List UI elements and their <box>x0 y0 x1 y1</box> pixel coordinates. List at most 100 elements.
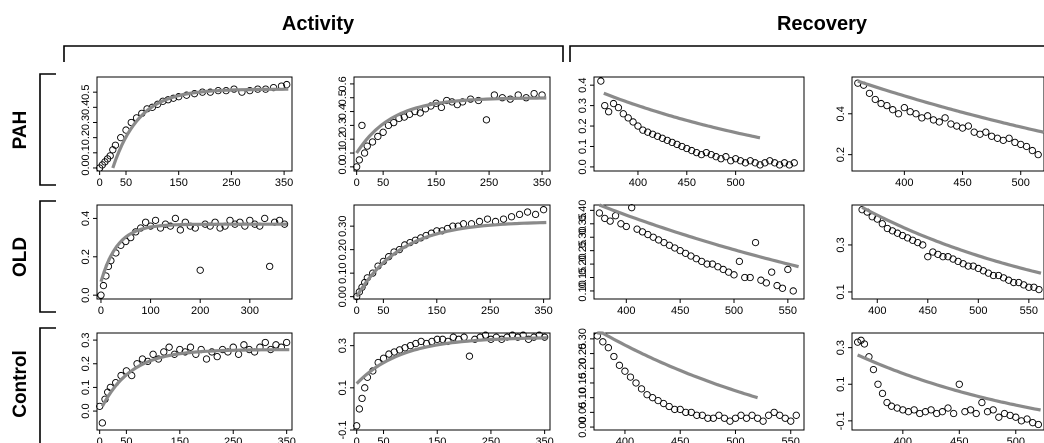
data-point <box>964 262 972 270</box>
panel-control-activity-2: 0 50 150 250 350 -0.1 0.1 0.3 <box>337 331 554 443</box>
data-point <box>919 241 927 249</box>
plot-frame <box>593 204 805 300</box>
x-tick-label: 400 <box>895 177 913 189</box>
x-tick-label: 50 <box>377 177 389 189</box>
plot-frame <box>96 332 293 431</box>
data-point <box>955 380 963 388</box>
y-tick-label: 0.25 <box>577 240 589 261</box>
data-point <box>785 161 793 169</box>
x-tick-label: 0 <box>97 436 103 443</box>
data-point <box>966 406 975 414</box>
fit-curve <box>355 96 547 154</box>
data-point <box>759 417 767 425</box>
y-tick-label: 0.5 <box>80 85 92 100</box>
data-point <box>523 208 532 216</box>
data-point <box>869 365 878 374</box>
y-tick-label: 0.00 <box>577 416 589 437</box>
y-tick-label: 0.3 <box>835 237 847 252</box>
data-point <box>141 218 150 226</box>
data-point <box>539 206 548 214</box>
y-tick-label: -0.1 <box>337 421 349 440</box>
data-point <box>910 406 918 414</box>
data-point <box>792 411 800 419</box>
data-point <box>883 398 891 407</box>
data-point <box>726 417 734 425</box>
fit-curve <box>598 203 800 269</box>
plot-frame <box>851 204 1044 300</box>
panel-control-recovery-4: 400 450 500 -0.1 0.1 0.3 <box>835 332 1044 443</box>
data-point <box>1035 285 1043 294</box>
data-point <box>111 141 120 149</box>
x-tick-label: 50 <box>377 305 389 317</box>
x-tick-label: 500 <box>1007 436 1025 443</box>
data-point <box>753 414 762 422</box>
data-point <box>240 341 248 349</box>
x-tick-label: 250 <box>224 436 242 443</box>
y-tick-label: 0.1 <box>80 145 92 160</box>
y-tick-label: 0.2 <box>80 356 92 371</box>
data-point <box>353 422 361 430</box>
y-tick-label: 0.15 <box>577 267 589 288</box>
data-point <box>261 214 269 223</box>
data-point <box>530 89 538 98</box>
x-tick-label: 50 <box>120 177 132 189</box>
x-tick-label: 100 <box>141 305 159 317</box>
data-point <box>1028 146 1037 155</box>
x-tick-label: 0 <box>97 177 103 189</box>
data-point <box>465 352 474 360</box>
data-point <box>941 114 949 122</box>
data-point <box>483 215 492 223</box>
plot-frame <box>593 76 805 172</box>
data-point <box>639 126 647 134</box>
x-tick-label: 450 <box>671 305 689 317</box>
x-tick-label: 400 <box>868 305 886 317</box>
data-point <box>776 411 784 419</box>
data-point <box>632 379 640 387</box>
data-point <box>379 128 387 136</box>
data-point <box>709 414 718 422</box>
y-tick-label: 0.1 <box>337 145 349 160</box>
y-tick-label: 0.1 <box>835 377 847 392</box>
data-point <box>878 389 887 398</box>
x-tick-label: 350 <box>277 436 295 443</box>
data-point <box>355 156 363 164</box>
data-point <box>106 152 114 160</box>
y-tick-label: 0.25 <box>577 343 589 364</box>
y-tick-label: 0.3 <box>577 98 589 113</box>
x-tick-label: 500 <box>1012 177 1030 189</box>
x-tick-label: 150 <box>427 177 445 189</box>
data-point <box>644 128 652 136</box>
x-tick-label: 250 <box>480 177 498 189</box>
data-point <box>1022 142 1031 151</box>
x-tick-label: 50 <box>120 436 132 443</box>
y-tick-label: 0.2 <box>835 147 847 162</box>
y-tick-label: 0.30 <box>577 328 589 349</box>
plot-frame <box>96 76 293 172</box>
data-point <box>1010 278 1018 287</box>
row-bracket-pah <box>39 73 56 186</box>
group-bracket-recovery <box>569 45 1044 62</box>
data-point <box>789 287 797 295</box>
data-point <box>764 411 773 419</box>
fit-curve <box>856 353 1041 412</box>
y-tick-label: 0.4 <box>80 100 92 115</box>
plot-frame <box>353 332 551 431</box>
data-point <box>597 77 605 85</box>
data-point <box>780 159 789 167</box>
y-tick-label: 0.2 <box>337 132 349 147</box>
data-point <box>634 122 642 130</box>
data-point <box>283 338 291 347</box>
y-tick-label: 0.00 <box>337 286 349 307</box>
y-tick-label: 0.6 <box>337 76 349 91</box>
y-tick-label: 0.20 <box>337 239 349 260</box>
x-tick-label: 450 <box>919 305 937 317</box>
data-point <box>748 411 756 419</box>
data-point <box>865 89 874 97</box>
data-point <box>659 399 668 408</box>
data-point <box>622 222 630 231</box>
data-point <box>637 385 646 393</box>
data-point <box>883 101 891 110</box>
data-point <box>196 266 204 274</box>
data-point <box>768 268 776 276</box>
data-point <box>475 217 484 226</box>
